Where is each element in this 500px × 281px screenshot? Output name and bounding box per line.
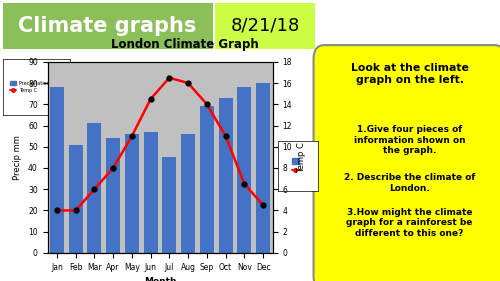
Text: 1.Give four pieces of
information shown on
the graph.: 1.Give four pieces of information shown … (354, 125, 466, 155)
Text: 3.How might the climate
graph for a rainforest be
different to this one?: 3.How might the climate graph for a rain… (346, 208, 472, 237)
Text: 2. Describe the climate of
London.: 2. Describe the climate of London. (344, 173, 475, 193)
Legend: , : , (291, 157, 304, 175)
Legend: Precipitation mm, Temp C: Precipitation mm, Temp C (8, 80, 63, 95)
Y-axis label: Temp C: Temp C (298, 142, 306, 173)
Text: Look at the climate
graph on the left.: Look at the climate graph on the left. (350, 64, 469, 85)
Text: Climate graphs: Climate graphs (18, 16, 197, 36)
Bar (218, 98, 232, 253)
Bar (144, 132, 158, 253)
Bar (162, 157, 176, 253)
Bar (200, 106, 214, 253)
Bar (181, 134, 195, 253)
FancyBboxPatch shape (314, 45, 500, 281)
Text: 8/21/18: 8/21/18 (230, 17, 300, 35)
FancyBboxPatch shape (0, 0, 230, 53)
Bar (68, 145, 82, 253)
Bar (50, 87, 64, 253)
Text: London Climate Graph: London Climate Graph (111, 38, 259, 51)
Bar (238, 87, 252, 253)
Bar (256, 83, 270, 253)
Bar (106, 138, 120, 253)
X-axis label: Month: Month (144, 277, 176, 281)
FancyBboxPatch shape (207, 0, 323, 53)
Bar (125, 134, 139, 253)
Bar (88, 123, 102, 253)
Y-axis label: Precip mm: Precip mm (14, 135, 22, 180)
